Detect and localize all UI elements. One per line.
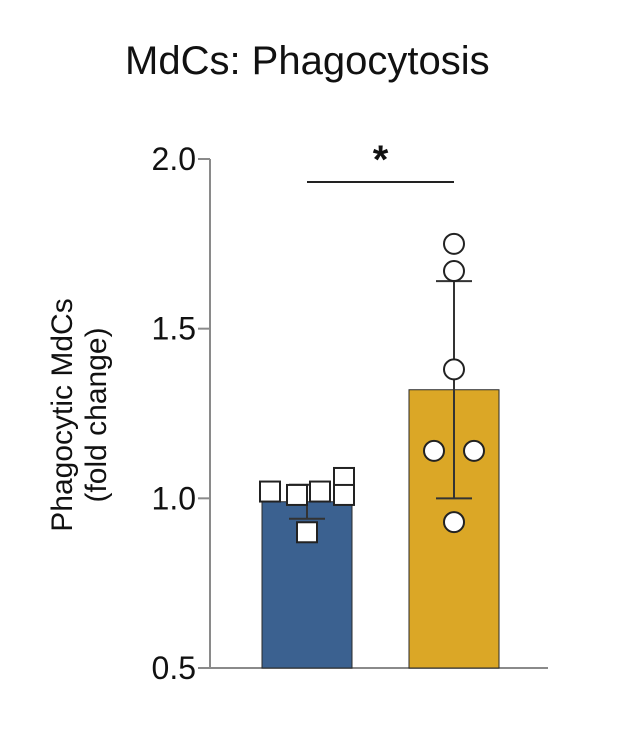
data-point xyxy=(443,511,465,534)
data-point xyxy=(296,521,318,544)
data-point xyxy=(333,483,355,506)
data-point xyxy=(443,358,465,381)
data-point xyxy=(463,439,485,462)
y-tick-label: 2.0 xyxy=(152,141,196,177)
y-tick-label: 1.5 xyxy=(152,311,196,347)
data-points xyxy=(259,232,485,544)
y-tick-label: 1.0 xyxy=(152,480,196,516)
significance: * xyxy=(307,138,454,183)
data-point xyxy=(286,483,308,506)
y-tick-label: 0.5 xyxy=(152,650,196,686)
significance-label: * xyxy=(373,138,389,182)
chart-title: MdCs: Phagocytosis xyxy=(125,39,490,83)
data-point xyxy=(443,259,465,282)
data-point xyxy=(309,480,331,503)
y-axis-label-line-2: (fold change) xyxy=(80,327,113,502)
axes: 0.5 1.0 1.5 2.0 xyxy=(152,141,548,686)
data-point xyxy=(423,439,445,462)
data-point xyxy=(443,232,465,255)
y-axis-label: Phagocytic MdCs (fold change) xyxy=(46,298,113,531)
data-point xyxy=(259,480,281,503)
y-axis-label-line-1: Phagocytic MdCs xyxy=(46,298,79,531)
